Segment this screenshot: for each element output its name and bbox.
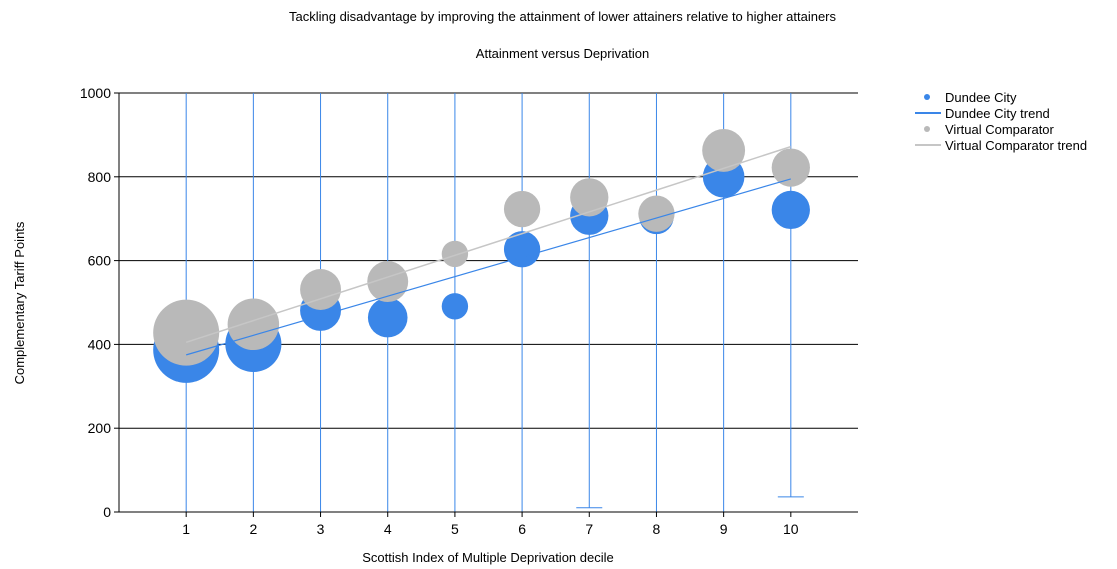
dundee-city-trend-line xyxy=(186,178,791,356)
y-tick-label: 400 xyxy=(88,336,112,352)
gridlines xyxy=(119,92,858,513)
x-tick-label: 6 xyxy=(518,521,526,537)
x-tick-label: 5 xyxy=(451,521,459,537)
virtual-comparator-point xyxy=(570,178,609,217)
axes xyxy=(114,92,858,517)
y-tick-label: 800 xyxy=(88,169,112,185)
x-tick-label: 9 xyxy=(720,521,728,537)
x-tick-label: 4 xyxy=(384,521,392,537)
y-tick-label: 600 xyxy=(88,253,112,269)
y-tick-label: 0 xyxy=(103,504,111,520)
trend-lines xyxy=(185,145,792,356)
dundee-city-point xyxy=(771,190,810,230)
legend-label-dundee-trend: Dundee City trend xyxy=(945,105,1050,121)
virtual-comparator-point xyxy=(153,299,220,366)
virtual-comparator-point xyxy=(300,269,342,310)
x-tick-label: 1 xyxy=(182,521,190,537)
dundee-city-point xyxy=(441,293,469,320)
x-tick-label: 10 xyxy=(783,521,799,537)
chart-subtitle: Attainment versus Deprivation xyxy=(475,46,650,61)
x-tick-label: 2 xyxy=(249,521,257,537)
virtual-comparator-point xyxy=(441,240,469,268)
virtual-comparator-point xyxy=(771,148,810,187)
chart-title: Tackling disadvantage by improving the a… xyxy=(288,9,837,24)
y-tick-label: 1000 xyxy=(80,85,111,101)
legend-label-comparator: Virtual Comparator xyxy=(945,121,1054,137)
virtual-comparator-point xyxy=(638,195,675,232)
line-icon xyxy=(915,137,941,153)
legend-label-dundee: Dundee City xyxy=(945,89,1017,105)
legend-item-comparator-trend: Virtual Comparator trend xyxy=(915,137,1087,153)
dot-icon xyxy=(915,89,941,105)
virtual-comparator-point xyxy=(702,128,746,172)
x-tick-label: 7 xyxy=(585,521,593,537)
line-icon xyxy=(915,105,941,121)
legend-item-dundee: Dundee City xyxy=(915,89,1087,105)
dot-icon xyxy=(915,121,941,137)
dundee-city-point xyxy=(503,231,541,268)
tick-labels: 0 200 400 600 800 1000 1 2 3 4 5 6 7 8 9 10 xyxy=(80,85,799,537)
y-tick-label: 200 xyxy=(88,420,112,436)
legend-label-comparator-trend: Virtual Comparator trend xyxy=(945,137,1088,153)
virtual-comparator-trend-line xyxy=(185,145,792,344)
virtual-comparator-point xyxy=(503,190,541,228)
legend: Dundee City Dundee City trend Virtual Co… xyxy=(915,89,1087,153)
y-axis-title: Complementary Tariff Points xyxy=(12,221,27,384)
virtual-comparator-point xyxy=(227,298,280,351)
dundee-city-point xyxy=(367,297,408,338)
legend-item-dundee-trend: Dundee City trend xyxy=(915,105,1087,121)
legend-item-comparator: Virtual Comparator xyxy=(915,121,1087,137)
x-tick-label: 8 xyxy=(653,521,661,537)
x-axis-title: Scottish Index of Multiple Deprivation d… xyxy=(362,550,613,565)
virtual-comparator-bubbles xyxy=(153,128,810,366)
x-tick-label: 3 xyxy=(317,521,325,537)
virtual-comparator-point xyxy=(367,261,409,303)
